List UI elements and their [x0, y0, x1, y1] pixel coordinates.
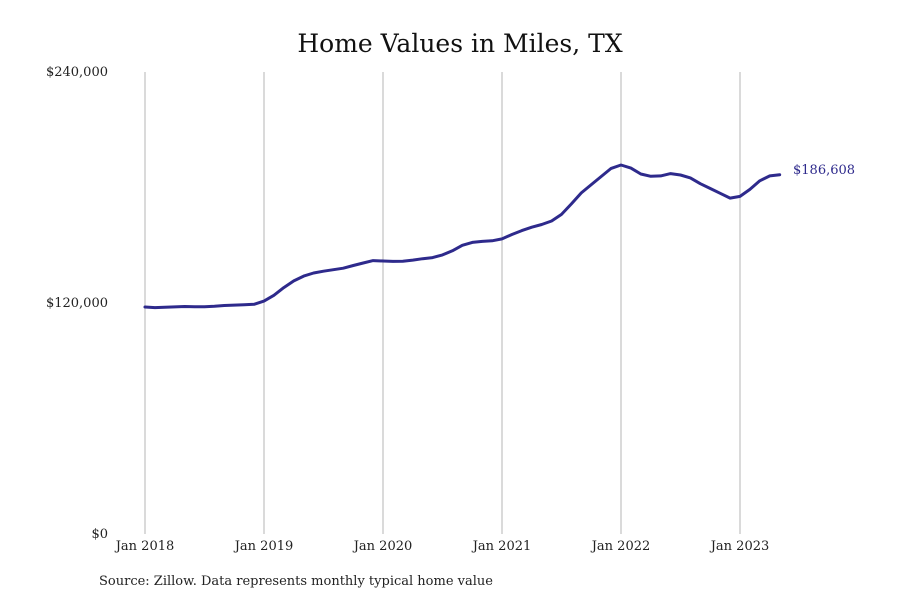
data-point	[164, 306, 166, 309]
data-point	[173, 306, 176, 308]
data-point	[223, 304, 226, 307]
x-tick-label: Jan 2020	[352, 539, 413, 554]
data-point	[749, 188, 751, 191]
y-tick-label: $0	[91, 527, 108, 542]
data-point	[778, 173, 781, 176]
data-point	[689, 177, 692, 179]
series-layer	[143, 163, 782, 310]
data-point	[729, 197, 731, 199]
data-point	[590, 183, 593, 186]
data-point	[540, 223, 543, 226]
data-point	[640, 173, 642, 175]
data-points	[144, 164, 781, 309]
data-point	[402, 260, 404, 263]
x-axis-tick-labels: Jan 2018 Jan 2019 Jan 2020 Jan 2021 Jan 2022…	[114, 539, 770, 554]
x-tick-label: Jan 2019	[233, 539, 294, 554]
data-point	[233, 304, 236, 306]
data-point	[322, 270, 325, 273]
data-point	[263, 300, 265, 302]
data-point	[253, 303, 255, 306]
data-point	[273, 294, 275, 297]
data-point	[620, 164, 622, 166]
y-axis-tick-labels: $0 $120,000 $240,000	[46, 65, 108, 542]
y-tick-label: $240,000	[46, 65, 108, 80]
data-point	[719, 192, 721, 195]
data-point	[154, 306, 156, 309]
data-point	[431, 256, 434, 259]
data-point	[570, 203, 573, 205]
x-tick-label: Jan 2023	[709, 539, 770, 554]
data-point	[511, 233, 513, 236]
data-point	[630, 167, 632, 169]
data-point	[213, 305, 216, 308]
data-point	[332, 268, 335, 271]
data-point	[739, 195, 741, 198]
data-point	[560, 213, 563, 216]
data-point	[491, 240, 493, 242]
data-point	[659, 175, 662, 177]
data-point	[411, 259, 414, 261]
y-tick-label: $120,000	[46, 296, 108, 311]
grid-lines	[144, 72, 741, 534]
data-point	[183, 305, 186, 308]
data-point	[342, 267, 345, 269]
data-point	[392, 260, 394, 263]
data-point	[481, 240, 483, 243]
data-point	[292, 280, 295, 282]
data-point	[471, 241, 474, 244]
data-point	[649, 175, 652, 178]
data-point	[610, 167, 612, 170]
data-point	[144, 306, 146, 308]
data-point	[501, 238, 503, 240]
x-tick-label: Jan 2021	[471, 539, 532, 554]
x-tick-label: Jan 2022	[590, 539, 651, 554]
data-point	[312, 272, 315, 274]
data-point	[302, 275, 305, 277]
x-tick-label: Jan 2018	[114, 539, 175, 554]
series-line	[143, 163, 782, 310]
data-point	[243, 303, 245, 306]
source-note: Source: Zillow. Data represents monthly …	[99, 574, 493, 589]
data-point	[679, 174, 682, 176]
data-point	[352, 264, 355, 267]
data-point	[768, 175, 771, 177]
data-point	[451, 250, 454, 252]
data-point	[550, 220, 553, 222]
data-point	[709, 187, 712, 190]
data-point	[669, 172, 672, 175]
latest-value-label: $186,608	[793, 163, 855, 178]
data-point	[421, 257, 424, 260]
data-point	[382, 260, 384, 262]
data-point	[461, 244, 464, 247]
data-point	[283, 286, 285, 289]
data-point	[193, 305, 196, 308]
data-point	[521, 229, 523, 232]
data-point	[580, 192, 583, 194]
data-point	[203, 305, 206, 308]
data-point	[530, 226, 533, 228]
chart-title: Home Values in Miles, TX	[297, 29, 622, 58]
data-point	[372, 259, 374, 262]
data-point	[600, 175, 602, 178]
data-point	[441, 254, 444, 256]
data-point	[362, 262, 364, 264]
data-point	[759, 179, 761, 182]
data-point	[699, 182, 702, 185]
